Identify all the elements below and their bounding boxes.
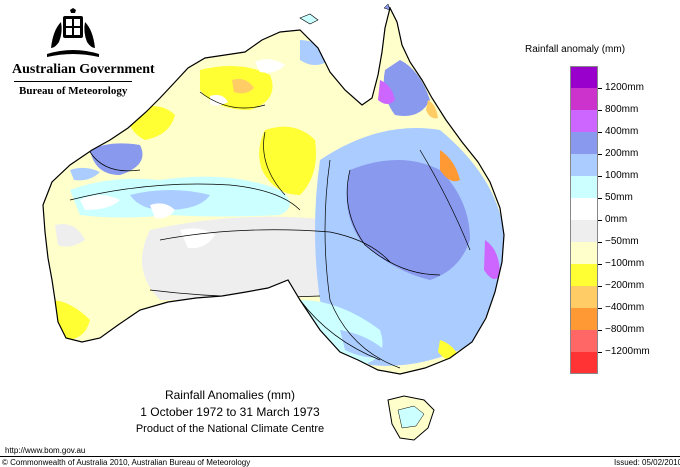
logo-divider [14,81,132,82]
legend-label: −100mm [605,258,645,269]
legend-tick [598,242,602,243]
legend-swatch [570,330,598,352]
coat-of-arms-icon [47,8,99,57]
legend-label: 50mm [605,192,633,203]
legend-swatch [570,220,598,242]
map-title: Rainfall Anomalies (mm) [164,388,296,402]
legend-swatch [570,352,598,374]
legend-label: 1200mm [605,82,644,93]
issued-date: Issued: 05/02/2010 [614,458,680,467]
legend-swatch [570,286,598,308]
legend-tick [598,198,602,199]
legend-tick [598,330,602,331]
map-product: Product of the National Climate Centre [135,423,325,435]
legend-label: 200mm [605,148,639,159]
legend-tick [598,352,602,353]
legend-label: −1200mm [605,346,650,357]
legend-swatch [570,198,598,220]
legend-label: −200mm [605,280,645,291]
legend-swatch [570,308,598,330]
legend-tick [598,154,602,155]
rainfall-anomaly-map [42,3,505,441]
legend-swatch [570,66,598,88]
legend-tick [598,264,602,265]
map-period: 1 October 1972 to 31 March 1973 [140,405,320,419]
legend-tick [598,88,602,89]
legend-title: Rainfall anomaly (mm) [525,44,626,55]
bureau-title: Bureau of Meteorology [19,85,128,97]
copyright-text: © Commonwealth of Australia 2010, Austra… [2,458,251,467]
legend-swatch [570,242,598,264]
legend-swatch [570,110,598,132]
legend-tick [598,220,602,221]
footer-divider [0,456,680,457]
legend-swatch [570,132,598,154]
legend-swatch [570,176,598,198]
map-caption: Rainfall Anomalies (mm) 1 October 1972 t… [100,387,360,438]
legend-label: 400mm [605,126,639,137]
legend-label: −800mm [605,324,645,335]
legend-label: 100mm [605,170,639,181]
legend-swatch [570,154,598,176]
legend-tick [598,286,602,287]
legend-tick [598,308,602,309]
legend-swatch [570,264,598,286]
legend-tick [598,132,602,133]
government-title: Australian Government [12,62,155,77]
legend-tick [598,110,602,111]
legend-label: −400mm [605,302,645,313]
legend-label: −50mm [605,236,639,247]
bom-logo: Australian Government Bureau of Meteorol… [8,8,155,98]
bom-url: http://www.bom.gov.au [5,446,86,455]
legend-label: 800mm [605,104,639,115]
legend-swatch [570,88,598,110]
legend-tick [598,176,602,177]
legend-label: 0mm [605,214,628,225]
